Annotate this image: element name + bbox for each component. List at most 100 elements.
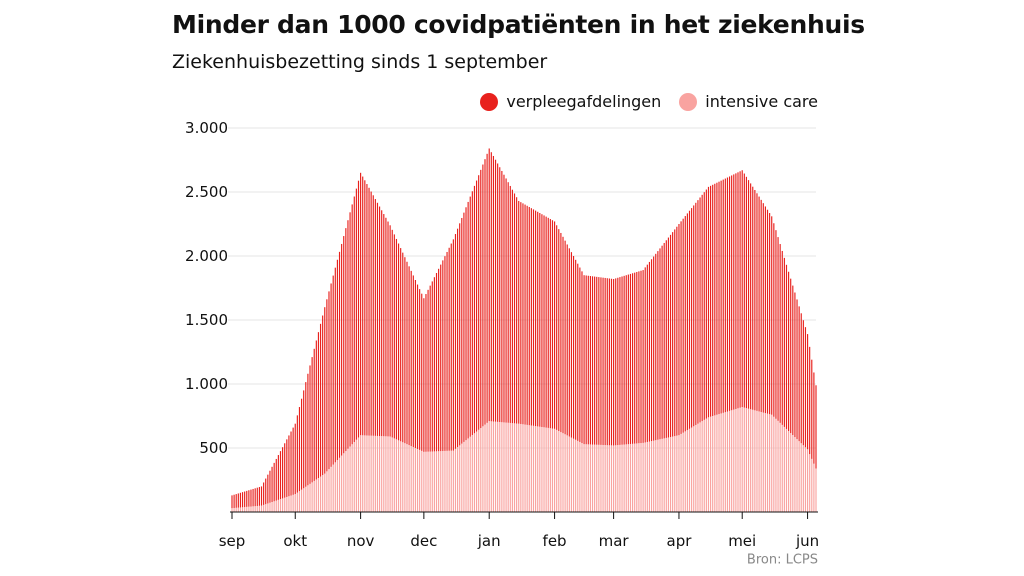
bar-intensive-care [383, 436, 385, 512]
bar-intensive-care [442, 451, 444, 512]
bar-verpleegafdelingen [587, 275, 589, 445]
bar-verpleegafdelingen [553, 221, 556, 429]
bar-intensive-care [410, 446, 412, 512]
bar-intensive-care [294, 494, 296, 512]
bar-intensive-care [461, 443, 463, 512]
bar-intensive-care [467, 438, 469, 512]
bar-verpleegafdelingen [530, 208, 532, 426]
bar-intensive-care [334, 462, 336, 512]
bar-intensive-care [501, 422, 503, 512]
bar-verpleegafdelingen [351, 204, 353, 445]
bar-intensive-care [739, 407, 741, 512]
bar-intensive-care [389, 436, 391, 512]
bar-verpleegafdelingen [492, 155, 495, 422]
bar-intensive-care [747, 408, 750, 512]
bar-intensive-care [587, 444, 589, 512]
bar-intensive-care [463, 441, 465, 512]
bar-intensive-care [341, 455, 343, 512]
bar-verpleegafdelingen [494, 159, 497, 422]
bar-verpleegafdelingen [646, 264, 648, 442]
bar-verpleegafdelingen [372, 195, 374, 436]
bar-verpleegafdelingen [591, 276, 594, 445]
bar-intensive-care [551, 428, 554, 512]
bar-intensive-care [448, 450, 450, 512]
bar-intensive-care [615, 445, 617, 512]
bar-intensive-care [758, 411, 760, 512]
bar-intensive-care [490, 421, 492, 512]
bar-verpleegafdelingen [241, 492, 244, 508]
bar-intensive-care [364, 435, 366, 512]
bar-intensive-care [716, 414, 718, 512]
bar-intensive-care [705, 418, 707, 512]
bar-intensive-care [769, 414, 771, 512]
bar-verpleegafdelingen [541, 214, 543, 427]
bar-intensive-care [745, 408, 748, 512]
bar-verpleegafdelingen [566, 244, 568, 436]
bar-intensive-care [781, 424, 783, 512]
bar-verpleegafdelingen [756, 193, 758, 411]
bar-intensive-care [543, 427, 545, 512]
bar-verpleegafdelingen [691, 208, 693, 428]
bar-verpleegafdelingen [655, 253, 657, 441]
bar-intensive-care [674, 436, 676, 512]
bar-intensive-care [577, 440, 579, 512]
bar-verpleegafdelingen [311, 357, 313, 483]
bar-intensive-care [585, 444, 587, 512]
bar-verpleegafdelingen [269, 470, 271, 503]
bar-intensive-care [583, 444, 585, 512]
bar-intensive-care [655, 440, 657, 512]
bar-intensive-care [809, 454, 811, 512]
bar-verpleegafdelingen [267, 474, 269, 504]
bar-intensive-care [277, 499, 279, 512]
bar-verpleegafdelingen [686, 213, 688, 431]
bar-verpleegafdelingen [726, 177, 729, 412]
bar-intensive-care [271, 502, 273, 512]
bar-intensive-care [815, 468, 817, 512]
bar-intensive-care [256, 505, 258, 512]
bar-verpleegafdelingen [326, 299, 328, 472]
bar-intensive-care [568, 436, 570, 512]
x-tick-label: mar [599, 532, 630, 550]
bar-intensive-care [349, 446, 351, 512]
bar-verpleegafdelingen [459, 223, 461, 446]
bar-intensive-care [619, 444, 621, 512]
y-tick-label: 500 [199, 439, 228, 457]
bar-verpleegafdelingen [720, 180, 722, 414]
bar-intensive-care [347, 448, 349, 512]
bar-intensive-care [707, 417, 710, 512]
bar-verpleegafdelingen [343, 236, 345, 454]
bar-intensive-care [804, 447, 807, 512]
bar-verpleegafdelingen [623, 275, 625, 445]
bar-intensive-care [693, 426, 695, 512]
bar-intensive-care [279, 499, 282, 512]
bar-intensive-care [355, 439, 357, 512]
bar-intensive-care [545, 427, 547, 512]
bar-intensive-care [701, 421, 703, 512]
bar-intensive-care [524, 424, 526, 512]
bar-verpleegafdelingen [509, 185, 511, 423]
bar-intensive-care [653, 440, 655, 512]
bar-intensive-care [564, 434, 566, 512]
bar-verpleegafdelingen [627, 274, 629, 445]
bar-intensive-care [773, 416, 775, 512]
bar-intensive-care [505, 422, 507, 512]
bar-intensive-care [737, 408, 739, 512]
bar-verpleegafdelingen [328, 291, 330, 470]
bar-verpleegafdelingen [528, 206, 530, 426]
bar-intensive-care [376, 435, 379, 512]
bar-verpleegafdelingen [762, 203, 764, 413]
bar-intensive-care [263, 504, 265, 512]
bar-verpleegafdelingen [562, 236, 564, 434]
bar-verpleegafdelingen [277, 455, 279, 500]
bar-intensive-care [338, 457, 341, 512]
bar-intensive-care [572, 438, 575, 512]
bar-verpleegafdelingen [442, 260, 444, 452]
bar-intensive-care [282, 498, 284, 512]
bar-intensive-care [353, 441, 355, 512]
bar-intensive-care [581, 443, 583, 512]
bar-verpleegafdelingen [379, 206, 381, 437]
bar-intensive-care [452, 450, 454, 512]
bar-verpleegafdelingen [471, 191, 473, 435]
bar-intensive-care [686, 430, 688, 512]
bar-intensive-care [665, 437, 667, 512]
